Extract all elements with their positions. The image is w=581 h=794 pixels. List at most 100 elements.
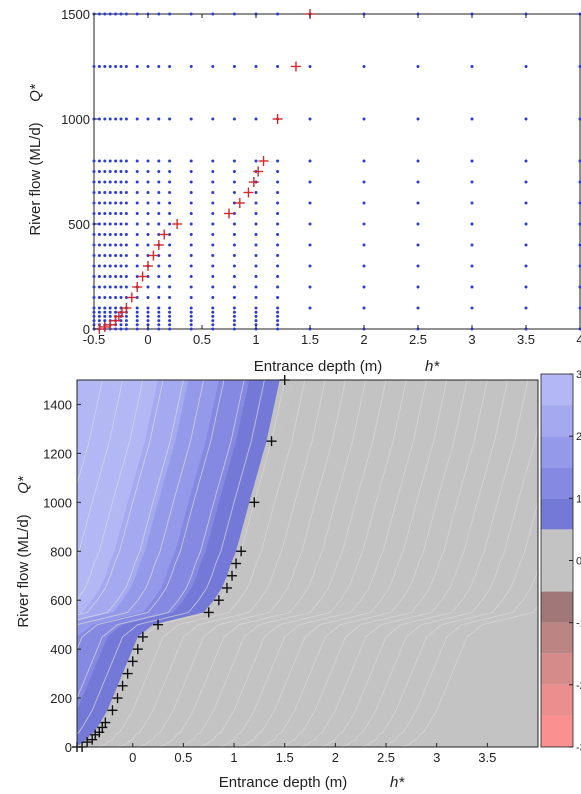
- grid-point: [276, 212, 280, 215]
- grid-point: [416, 306, 420, 310]
- contour-line: [77, 380, 103, 487]
- contour-line: [259, 380, 468, 747]
- contour-line: [360, 500, 538, 747]
- grid-point: [168, 191, 172, 194]
- grid-point: [92, 264, 96, 268]
- colorbar-tick-label: 2: [576, 431, 581, 443]
- threshold-marker: [117, 680, 128, 691]
- threshold-marker: [132, 282, 143, 292]
- grid-point: [108, 170, 112, 173]
- grid-point: [135, 296, 139, 299]
- grid-point: [119, 180, 123, 184]
- colorbar-segment: [541, 622, 573, 654]
- grid-point: [146, 191, 150, 194]
- threshold-marker: [266, 436, 277, 447]
- contour-line: [77, 380, 124, 558]
- grid-point: [97, 285, 101, 289]
- grid-point: [146, 285, 150, 289]
- grid-point: [146, 319, 150, 323]
- contour-line: [117, 380, 326, 747]
- grid-point: [97, 306, 101, 310]
- grid-point: [232, 65, 236, 68]
- grid-point: [103, 254, 107, 257]
- grid-point: [108, 314, 112, 318]
- grid-point: [157, 314, 161, 318]
- grid-point: [232, 306, 236, 310]
- grid-point: [168, 233, 172, 236]
- grid-point: [578, 180, 581, 184]
- grid-point: [254, 306, 258, 310]
- y-tick-label: 500: [68, 217, 90, 232]
- grid-point: [189, 170, 193, 173]
- grid-point: [254, 117, 258, 121]
- grid-point: [168, 314, 172, 318]
- grid-point: [135, 233, 139, 236]
- x-tick-label: 2.5: [377, 750, 395, 765]
- grid-point: [146, 117, 150, 121]
- grid-point: [211, 180, 215, 184]
- threshold-marker: [248, 177, 259, 187]
- x-tick-label: 0: [144, 332, 151, 347]
- y-tick-label: 1400: [43, 397, 72, 412]
- y-tick-label: 600: [50, 593, 72, 608]
- grid-point: [189, 12, 193, 16]
- threshold-marker: [122, 668, 133, 679]
- grid-point: [157, 310, 161, 314]
- grid-point: [276, 306, 280, 310]
- grid-point: [211, 310, 215, 314]
- grid-point: [97, 222, 101, 226]
- grid-point: [92, 296, 96, 299]
- grid-point: [135, 117, 139, 121]
- threshold-marker: [99, 321, 110, 332]
- grid-point: [232, 201, 236, 205]
- grid-point: [119, 275, 123, 278]
- grid-point: [103, 65, 107, 68]
- colorbar-tick-label: 1: [576, 493, 581, 505]
- colorbar-tick-label: -1: [576, 618, 581, 630]
- grid-point: [189, 314, 193, 318]
- grid-point: [103, 264, 107, 268]
- contour-line: [77, 380, 265, 735]
- threshold-marker: [82, 737, 93, 748]
- grid-point: [135, 275, 139, 278]
- grid-point: [108, 212, 112, 215]
- grid-point: [157, 201, 161, 205]
- grid-point: [92, 170, 96, 173]
- contour-line: [401, 605, 538, 747]
- grid-point: [108, 191, 112, 194]
- grid-point: [103, 296, 107, 299]
- contour-line: [137, 380, 346, 747]
- grid-point: [103, 117, 107, 121]
- grid-point: [114, 306, 118, 310]
- grid-point: [362, 285, 366, 289]
- grid-point: [308, 201, 312, 205]
- grid-point: [308, 285, 312, 289]
- grid-point: [470, 65, 474, 68]
- grid-point: [211, 319, 215, 323]
- grid-point: [135, 191, 139, 194]
- grid-point: [114, 222, 118, 226]
- grid-point: [108, 222, 112, 226]
- contour-line: [340, 424, 538, 747]
- grid-point: [211, 306, 215, 310]
- grid-point: [146, 254, 150, 257]
- grid-point: [114, 65, 118, 68]
- grid-point: [362, 243, 366, 247]
- colorbar-tick-label: 0: [576, 556, 581, 568]
- grid-point: [146, 243, 150, 247]
- grid-point: [103, 222, 107, 226]
- grid-point: [108, 12, 112, 16]
- grid-point: [97, 191, 101, 194]
- colorbar-segment: [541, 715, 573, 747]
- grid-point: [416, 159, 420, 163]
- grid-point: [189, 243, 193, 247]
- grid-point: [124, 264, 128, 268]
- grid-point: [232, 222, 236, 226]
- x-tick-label: 1.5: [276, 750, 294, 765]
- threshold-marker: [253, 166, 264, 177]
- grid-point: [114, 180, 118, 184]
- grid-point: [254, 201, 258, 205]
- grid-point: [578, 65, 581, 68]
- grid-point: [135, 254, 139, 257]
